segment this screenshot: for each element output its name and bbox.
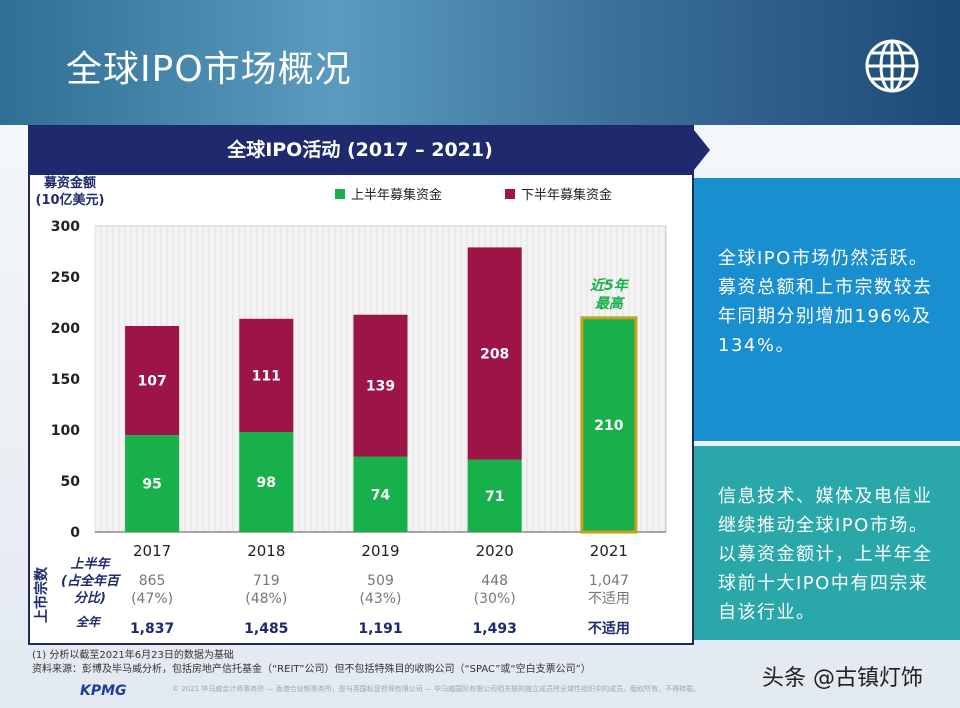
h1-count: 1,047 <box>589 573 629 589</box>
full-row-label: 全年 <box>76 615 102 629</box>
h1-pct: 不适用 <box>588 591 630 607</box>
bar-2019-0 <box>353 456 408 532</box>
x-tick-label: 2020 <box>476 542 514 560</box>
insight-box-1: 全球IPO市场仍然活跃。募资总额和上市宗数较去年同期分别增加196%及134%。 <box>694 178 960 441</box>
y-axis-label: (10亿美元) <box>36 192 105 208</box>
h1-pct: (43%) <box>359 591 401 607</box>
bar-2020-0 <box>467 459 522 532</box>
h1-count: 509 <box>367 573 394 589</box>
data-label: 71 <box>485 489 504 505</box>
bar-2018-0 <box>239 432 294 532</box>
h1-count: 865 <box>139 573 166 589</box>
h1-pct: (48%) <box>245 591 287 607</box>
insight-box-2: 信息技术、媒体及电信业继续推动全球IPO市场。以募资金额计，上半年全球前十大IP… <box>694 446 960 640</box>
y-tick-label: 150 <box>51 372 80 388</box>
legend-label: 下半年募集资金 <box>521 187 612 203</box>
title-arrow <box>690 125 710 175</box>
bar-2017-0 <box>125 435 180 532</box>
x-tick-label: 2017 <box>133 542 171 560</box>
source-note: 资料来源：彭博及毕马威分析，包括房地产信托基金（“REIT”公司）但不包括特殊目… <box>32 664 591 675</box>
y-tick-label: 200 <box>51 321 80 337</box>
h1-pct: (47%) <box>131 591 173 607</box>
data-label: 111 <box>252 368 281 384</box>
copyright: © 2021 毕马威会计师事务所 — 香港合伙制事务所，是与英国私营担保有限公司… <box>172 685 701 693</box>
watermark: 头条 @古镇灯饰 <box>762 666 923 691</box>
data-label: 208 <box>480 347 509 363</box>
h1-row-label: 上半年 <box>70 556 111 572</box>
globe-icon <box>865 39 919 93</box>
y-tick-label: 0 <box>70 525 80 541</box>
data-label: 139 <box>366 379 395 395</box>
footnote: (1) 分析以截至2021年6月23日的数据为基础 <box>32 650 234 661</box>
annotation: 最高 <box>595 295 626 312</box>
bar-2017-1 <box>125 325 180 436</box>
annotation: 近5年 <box>590 277 630 294</box>
h1-count: 719 <box>253 573 280 589</box>
full-count: 1,493 <box>473 621 517 637</box>
page-title: 全球IPO市场概况 <box>66 49 352 90</box>
y-tick-label: 250 <box>51 270 80 286</box>
kpmg-logo: KPMG <box>80 683 127 699</box>
data-label: 210 <box>594 418 623 434</box>
data-label: 74 <box>371 487 391 503</box>
h1-row-label: 分比) <box>74 590 106 606</box>
legend-label: 上半年募集资金 <box>351 187 442 203</box>
bar-2019-1 <box>353 314 408 457</box>
full-count: 不适用 <box>588 620 630 637</box>
bar-2018-1 <box>239 318 294 433</box>
x-tick-label: 2018 <box>247 542 285 560</box>
x-tick-label: 2021 <box>590 542 628 560</box>
listings-side-label: 上市宗数 <box>33 566 50 623</box>
y-tick-label: 100 <box>51 423 80 439</box>
full-count: 1,485 <box>244 621 288 637</box>
header-banner <box>0 0 960 125</box>
y-tick-label: 50 <box>61 474 81 490</box>
full-count: 1,837 <box>130 621 174 637</box>
ipo-chart: 募资金额(10亿美元) 0 50 100 150 200 250 300 上半年募集资金 下半年募… <box>33 175 667 637</box>
chart-panel-title: 全球IPO活动 (2017 – 2021) <box>28 125 692 175</box>
legend-swatch <box>335 189 345 199</box>
y-axis-label: 募资金额 <box>43 175 96 191</box>
legend-swatch <box>505 189 515 199</box>
data-label: 98 <box>257 475 276 491</box>
h1-pct: (30%) <box>474 591 516 607</box>
full-count: 1,191 <box>358 621 402 637</box>
x-tick-label: 2019 <box>361 542 399 560</box>
y-tick-label: 300 <box>51 219 80 235</box>
h1-row-label: (占全年百 <box>61 573 122 589</box>
data-label: 107 <box>137 374 166 390</box>
bar-2020-1 <box>467 247 522 460</box>
data-label: 95 <box>142 477 161 493</box>
bar-2021-0 <box>580 316 638 534</box>
h1-count: 448 <box>481 573 508 589</box>
